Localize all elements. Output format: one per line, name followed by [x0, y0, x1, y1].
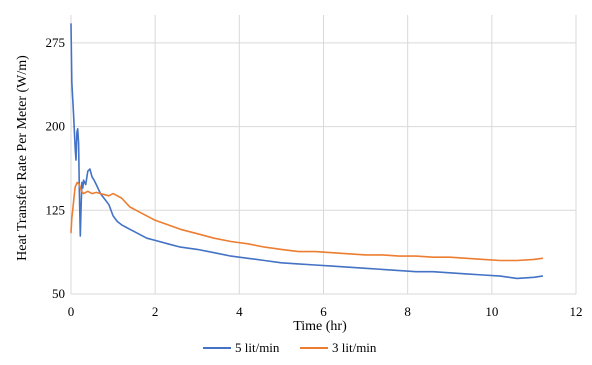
x-axis-label: Time (hr)	[293, 319, 347, 334]
x-tick-label-3: 6	[320, 304, 327, 319]
y-axis-label: Heat Transfer Rate Per Meter (W/m)	[15, 55, 30, 261]
x-tick-label-6: 12	[570, 304, 583, 319]
y-tick-label-3: 275	[46, 35, 66, 50]
series-lines	[70, 23, 544, 280]
grid	[70, 15, 577, 295]
series-line-0	[70, 23, 544, 280]
series-line-1	[70, 181, 544, 262]
y-tick-label-0: 50	[52, 286, 65, 301]
legend-label-1: 3 lit/min	[332, 340, 377, 355]
legend-label-0: 5 lit/min	[235, 340, 280, 355]
x-tick-label-5: 10	[485, 304, 498, 319]
y-tick-labels: 50 125 200 275	[46, 35, 66, 301]
x-tick-label-0: 0	[68, 304, 75, 319]
y-tick-label-2: 200	[46, 119, 66, 134]
x-tick-label-4: 8	[404, 304, 411, 319]
x-tick-label-1: 2	[152, 304, 159, 319]
y-tick-label-1: 125	[46, 202, 66, 217]
x-tick-label-2: 4	[236, 304, 243, 319]
legend: 5 lit/min 3 lit/min	[203, 340, 377, 355]
x-tick-labels: 0 2 4 6 8 10 12	[68, 304, 583, 319]
